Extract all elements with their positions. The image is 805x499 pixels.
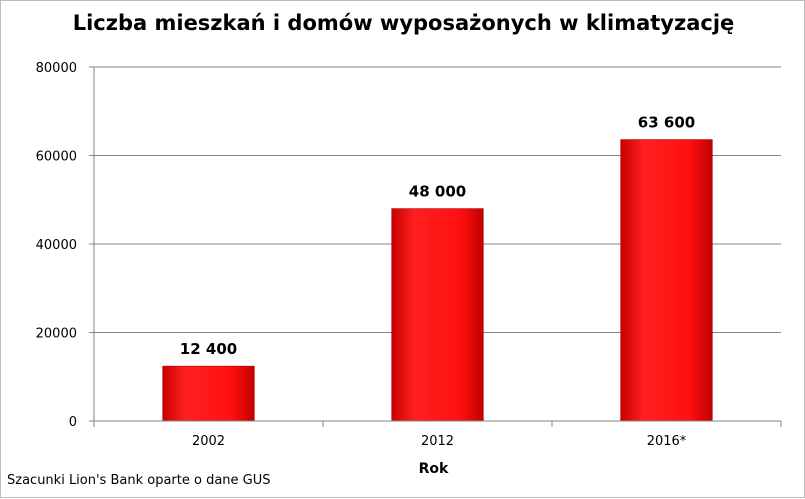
x-tick-label: 2002 [192,434,225,449]
x-tick-label: 2012 [421,434,454,449]
data-label: 63 600 [638,114,695,132]
bar-2016 [620,139,713,422]
data-label: 12 400 [180,340,237,358]
y-tick-label: 0 [69,415,77,430]
chart-title: Liczba mieszkań i domów wyposażonych w k… [72,11,735,35]
y-tick-label: 60000 [36,150,77,165]
y-tick-label: 40000 [36,238,77,253]
x-axis-title: Rok [419,461,449,477]
y-tick-label: 80000 [36,61,77,76]
source-note: Szacunki Lion's Bank oparte o dane GUS [7,473,271,488]
bar-2002 [162,365,255,422]
data-label: 48 000 [409,183,466,201]
y-tick-label: 20000 [36,327,77,342]
x-tick-label: 2016* [647,434,687,449]
bar-2012 [391,208,484,422]
